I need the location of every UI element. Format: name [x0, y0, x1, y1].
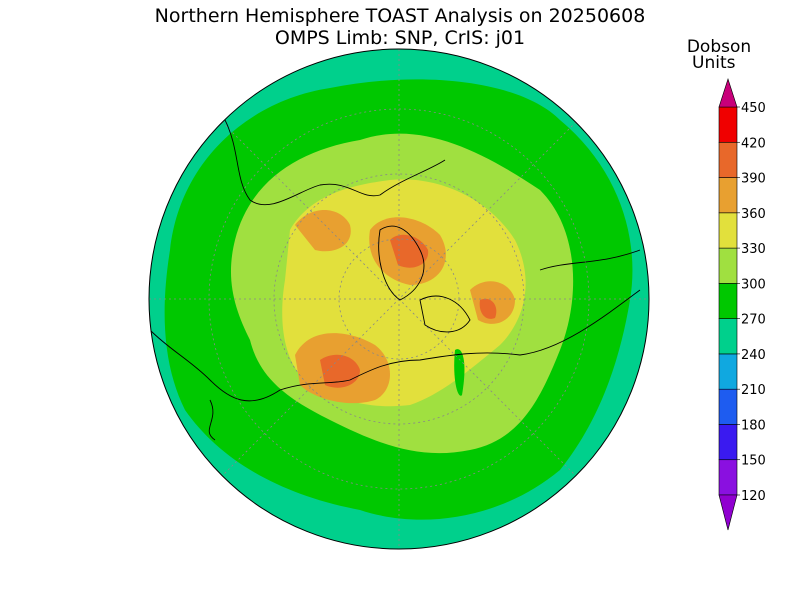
colorbar-segment	[718, 318, 738, 355]
colorbar-tick-label: 120	[741, 489, 766, 504]
colorbar-segment	[718, 388, 738, 425]
colorbar-segment	[718, 424, 738, 461]
colorbar-segment	[718, 353, 738, 390]
colorbar-tick-label: 330	[741, 242, 766, 257]
colorbar-label: Dobson	[687, 37, 751, 57]
colorbar: Dobson Units 120 150 180 210 240 270 300 330 360…	[687, 37, 766, 531]
subtitle: OMPS Limb: SNP, CrIS: j01	[275, 27, 525, 49]
polar-map	[148, 48, 650, 550]
colorbar-segment	[718, 459, 738, 496]
ozone-field	[454, 349, 465, 396]
colorbar-segment	[718, 283, 738, 319]
colorbar-tick-label: 300	[741, 277, 766, 292]
coastlines	[149, 119, 641, 441]
colorbar-under	[718, 494, 738, 531]
colorbar-tick-label: 150	[741, 454, 766, 469]
colorbar-label: Units	[692, 53, 736, 73]
colorbar-segment	[718, 247, 738, 284]
colorbar-segment	[718, 177, 738, 214]
colorbar-segment	[718, 212, 738, 249]
colorbar-over	[718, 78, 738, 108]
colorbar-tick-label: 210	[741, 383, 766, 398]
ozone-field	[320, 354, 360, 388]
ozone-field	[479, 298, 497, 319]
colorbar-tick-label: 270	[741, 313, 766, 328]
colorbar-tick-label: 240	[741, 348, 766, 363]
colorbar-tick-label: 390	[741, 172, 766, 187]
ozone-field	[295, 210, 351, 252]
colorbar-segment	[718, 141, 738, 178]
ozone-field	[390, 234, 429, 268]
colorbar-tick-label: 420	[741, 136, 766, 151]
title: Northern Hemisphere TOAST Analysis on 20…	[155, 5, 646, 27]
colorbar-tick-label: 180	[741, 418, 766, 433]
map-border	[148, 48, 650, 550]
colorbar-tick-label: 450	[741, 101, 766, 116]
colorbar-segment	[718, 106, 738, 143]
colorbar-tick-label: 360	[741, 207, 766, 222]
